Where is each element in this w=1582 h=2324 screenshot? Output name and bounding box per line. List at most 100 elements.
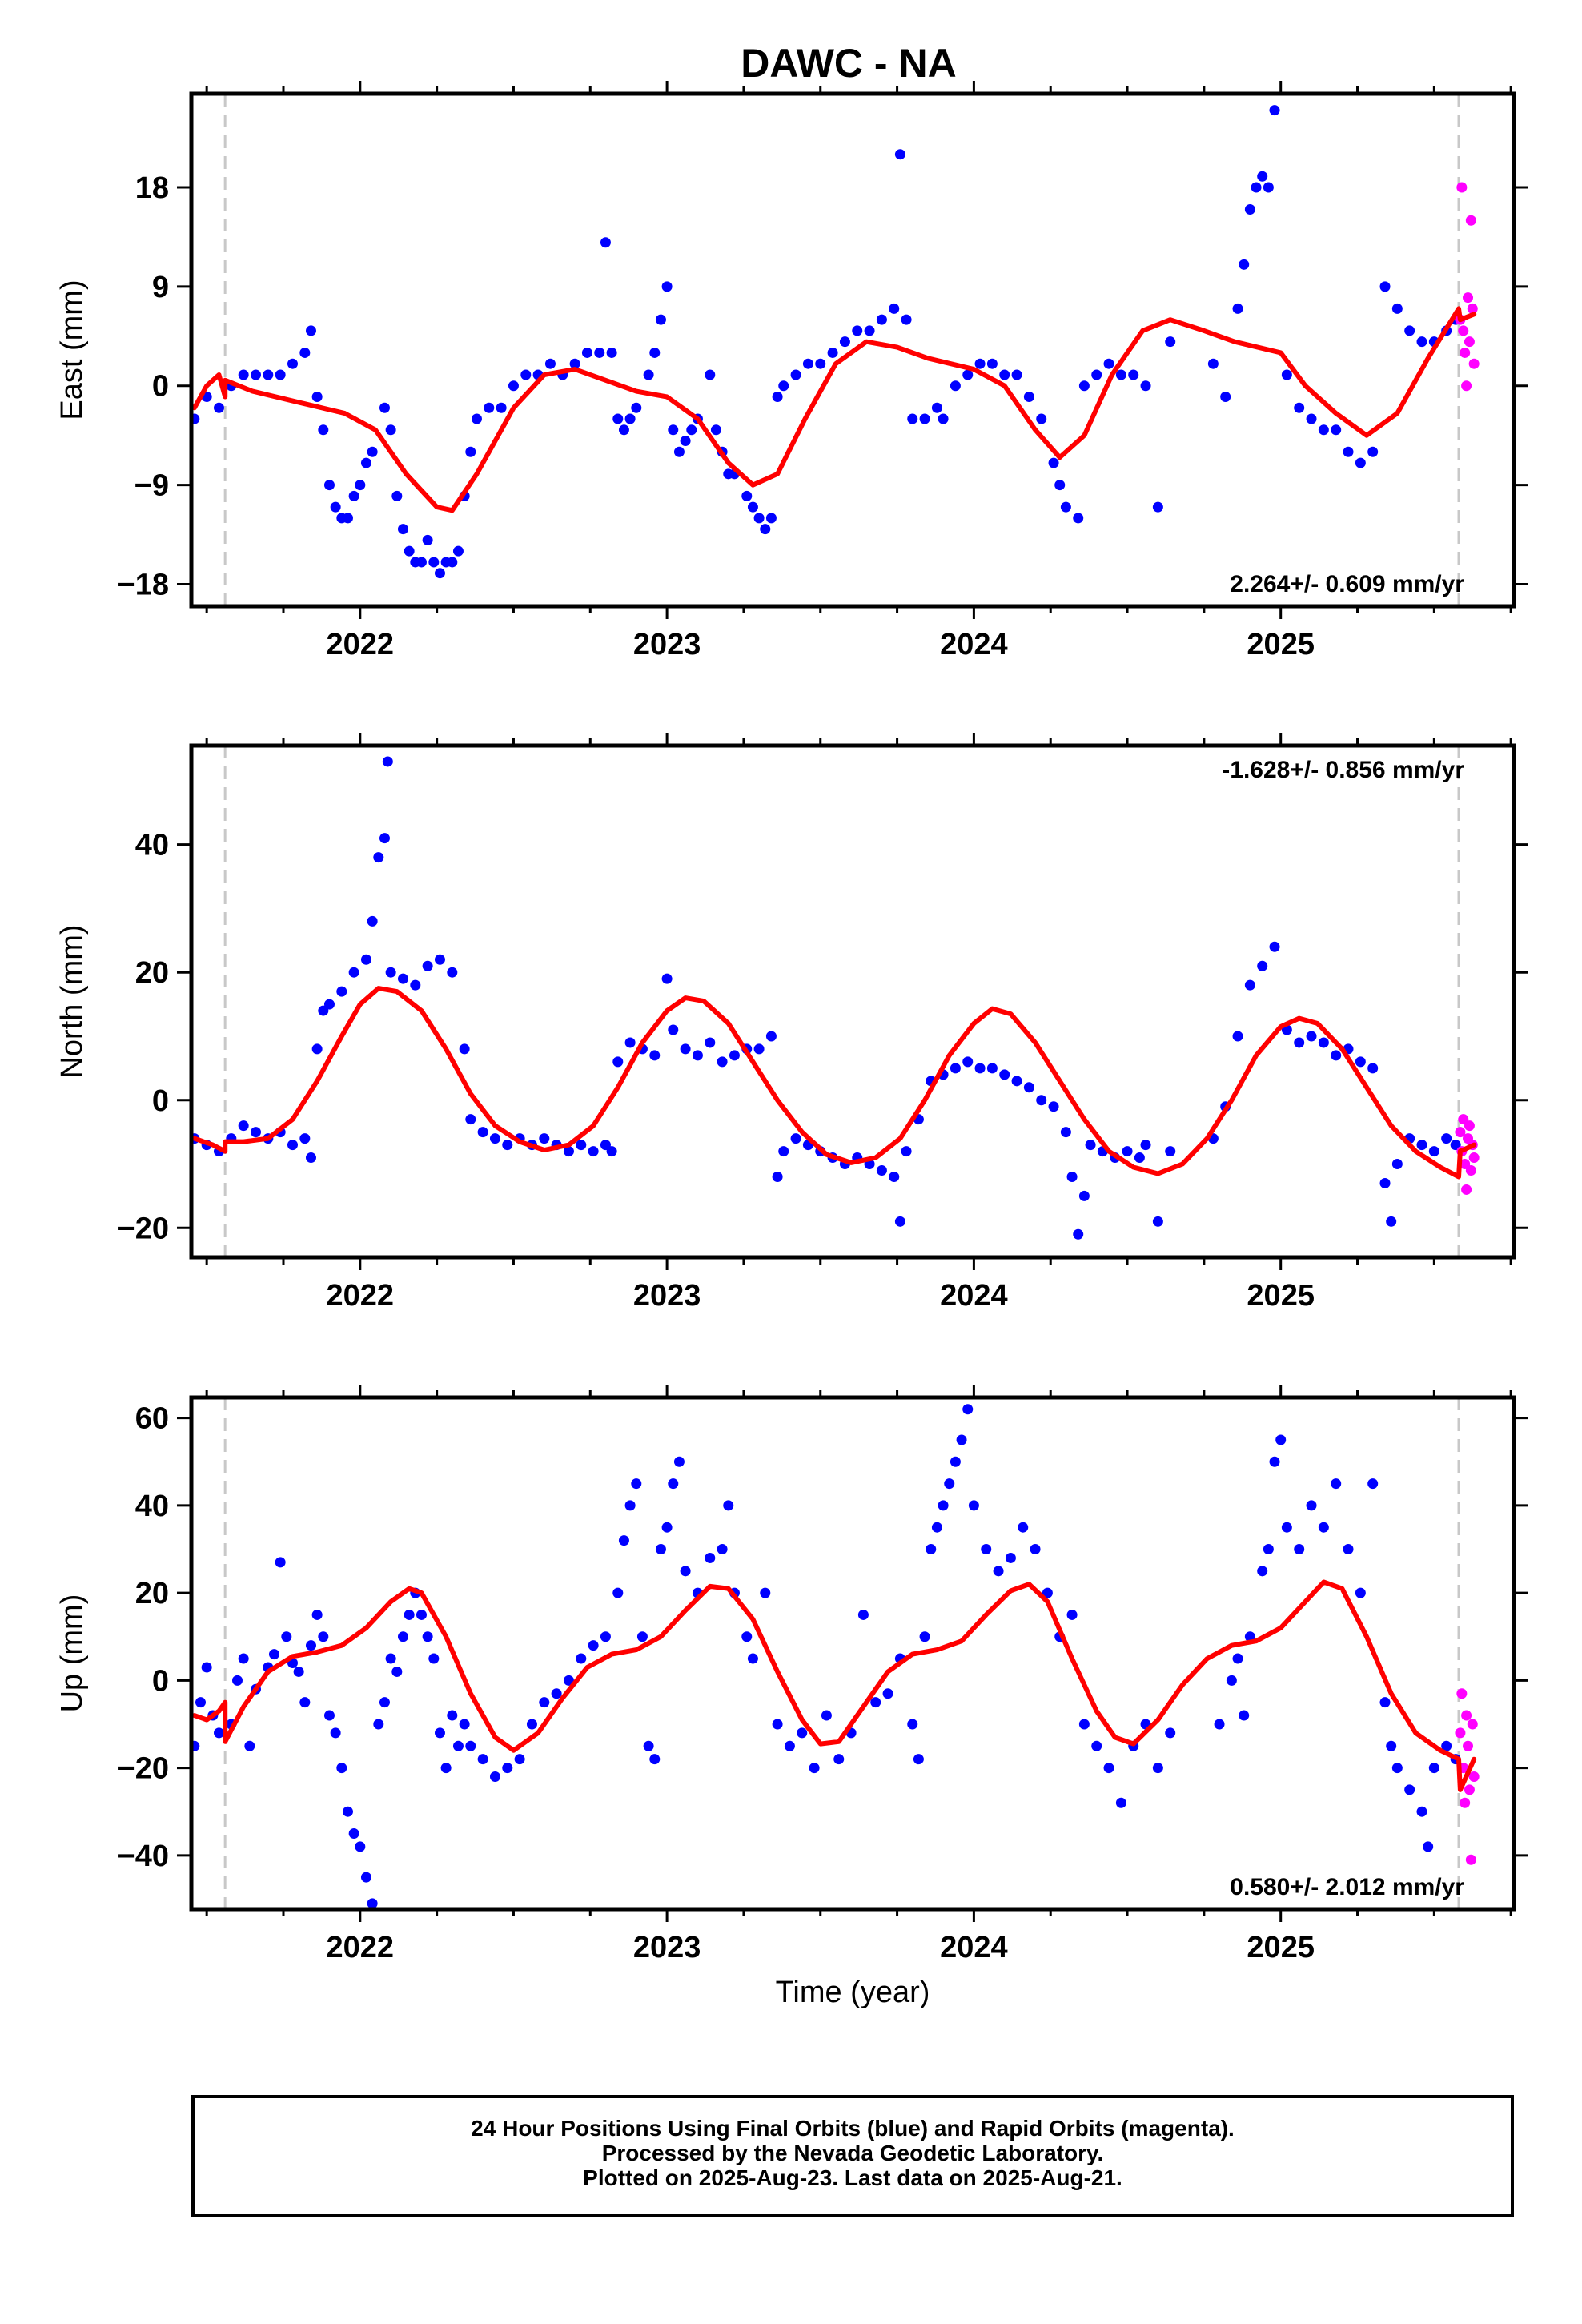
final-orbit-point: [1165, 1146, 1176, 1157]
final-orbit-point: [606, 1146, 617, 1157]
final-orbit-point: [889, 1171, 900, 1182]
final-orbit-point: [581, 347, 592, 358]
x-tick-label: 2023: [633, 628, 701, 661]
final-orbit-point: [1220, 391, 1231, 402]
x-tick-label: 2024: [940, 628, 1008, 661]
final-orbit-point: [588, 1146, 599, 1157]
final-orbit-point: [876, 314, 887, 325]
final-orbit-point: [355, 480, 366, 491]
rapid-orbit-point: [1464, 1784, 1475, 1795]
final-orbit-point: [643, 1740, 654, 1751]
final-orbit-point: [1115, 1797, 1126, 1808]
final-orbit-point: [753, 513, 765, 524]
rapid-orbit-point: [1465, 1854, 1476, 1865]
final-orbit-point: [950, 1456, 961, 1467]
y-axis-label: East (mm): [55, 279, 89, 420]
final-orbit-point: [1048, 1101, 1059, 1112]
final-orbit-point: [686, 424, 697, 436]
final-orbit-point: [1269, 105, 1280, 116]
final-orbit-point: [1244, 204, 1255, 215]
rapid-orbit-point: [1465, 1165, 1476, 1176]
final-orbit-point: [1343, 446, 1354, 457]
final-orbit-point: [428, 1653, 440, 1664]
final-orbit-point: [1294, 1544, 1305, 1555]
final-orbit-point: [1318, 1037, 1329, 1048]
final-orbit-point: [355, 1841, 366, 1852]
final-orbit-point: [833, 1754, 845, 1765]
final-orbit-point: [1355, 1056, 1366, 1068]
plot-area-north: [191, 746, 1480, 1257]
footer-note: 24 Hour Positions Using Final Orbits (bl…: [191, 2095, 1514, 2217]
final-orbit-point: [1306, 1500, 1317, 1511]
y-tick-label: 0: [152, 370, 169, 404]
rapid-orbit-point: [1465, 215, 1476, 226]
final-orbit-point: [191, 413, 200, 424]
final-orbit-point: [968, 1500, 979, 1511]
final-orbit-point: [416, 1609, 427, 1620]
final-orbit-point: [551, 1688, 562, 1699]
final-orbit-point: [1103, 1763, 1114, 1774]
final-orbit-point: [612, 1587, 624, 1598]
x-tick-label: 2022: [327, 1279, 395, 1313]
final-orbit-point: [1379, 1697, 1391, 1708]
final-orbit-point: [1416, 1140, 1427, 1151]
final-orbit-point: [1091, 1740, 1102, 1751]
final-orbit-point: [692, 1050, 703, 1061]
y-tick-label: 40: [135, 829, 169, 862]
final-orbit-point: [1054, 480, 1066, 491]
final-orbit-point: [1275, 1434, 1287, 1445]
final-orbit-point: [422, 1631, 433, 1642]
panel-north: 2022 2023 2024 2025 −20 0 20 40 North (mm) -1.628…: [55, 733, 1528, 1313]
final-orbit-point: [1257, 171, 1268, 182]
final-orbit-point: [636, 1631, 648, 1642]
x-tick-label: 2025: [1247, 1279, 1315, 1313]
chart-title: DAWC - NA: [741, 41, 956, 86]
final-orbit-point: [1036, 1095, 1047, 1106]
final-orbit-point: [986, 358, 998, 369]
final-orbit-point: [1379, 1177, 1391, 1188]
final-orbit-point: [1251, 182, 1262, 193]
final-orbit-point: [244, 1740, 255, 1751]
final-orbit-point: [680, 1043, 691, 1055]
final-orbit-point: [195, 1697, 206, 1708]
plot-area-up: [191, 1397, 1480, 1909]
final-orbit-point: [938, 1500, 949, 1511]
final-orbit-point: [864, 325, 875, 336]
final-orbit-point: [385, 424, 396, 436]
y-tick-label: 20: [135, 956, 169, 990]
x-tick-label: 2023: [633, 1279, 701, 1313]
final-orbit-point: [318, 424, 329, 436]
final-orbit-point: [299, 347, 311, 358]
final-orbit-point: [594, 347, 605, 358]
final-orbit-point: [717, 1544, 728, 1555]
rapid-orbit-point: [1455, 1127, 1466, 1138]
final-orbit-point: [606, 347, 617, 358]
final-orbit-point: [434, 568, 445, 579]
final-orbit-point: [539, 1697, 550, 1708]
y-tick-label: 40: [135, 1490, 169, 1523]
final-orbit-point: [428, 557, 440, 568]
final-orbit-point: [1018, 1522, 1029, 1533]
final-orbit-point: [201, 1662, 212, 1673]
final-orbit-point: [250, 1127, 261, 1138]
final-orbit-point: [514, 1754, 525, 1765]
footer-line-3: Plotted on 2025-Aug-23. Last data on 202…: [583, 2165, 1122, 2190]
final-orbit-point: [894, 149, 905, 160]
final-orbit-point: [459, 1043, 470, 1055]
final-orbit-point: [668, 1478, 679, 1490]
final-orbit-point: [1078, 380, 1090, 392]
final-orbit-point: [919, 1631, 930, 1642]
final-orbit-point: [330, 501, 341, 513]
final-orbit-point: [1281, 369, 1292, 380]
final-orbit-point: [305, 1152, 316, 1164]
final-orbit-point: [1391, 1763, 1403, 1774]
plot-frame: [189, 91, 1516, 609]
final-orbit-point: [422, 534, 433, 545]
final-orbit-point: [404, 1609, 415, 1620]
final-orbit-point: [477, 1127, 488, 1138]
final-orbit-point: [1367, 1063, 1379, 1074]
final-orbit-point: [1140, 380, 1151, 392]
final-orbit-point: [1048, 457, 1059, 468]
final-orbit-point: [1441, 1133, 1452, 1144]
